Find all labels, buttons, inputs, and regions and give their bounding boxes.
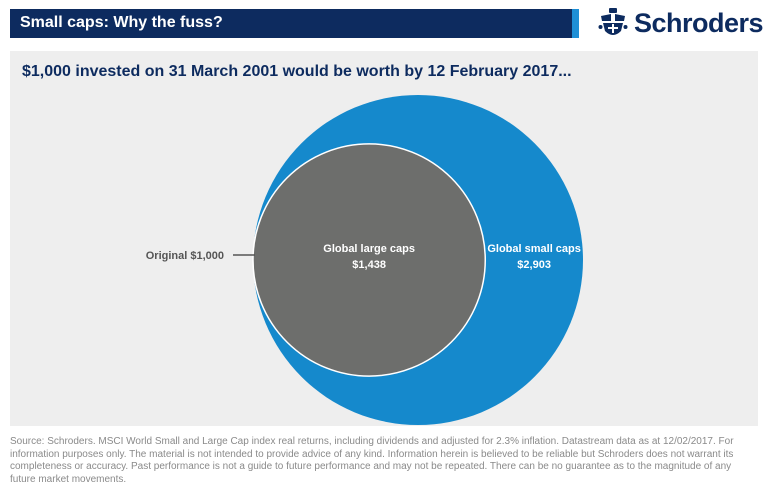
large-caps-bubble xyxy=(252,143,487,377)
crest-icon xyxy=(598,8,628,35)
brand-name: Schroders xyxy=(634,8,764,38)
page-title: Small caps: Why the fuss? xyxy=(20,14,223,31)
brand-logo: Schroders xyxy=(598,6,764,40)
header-bar xyxy=(10,9,572,38)
small-caps-value: $2,903 xyxy=(517,259,551,271)
original-value-label: Original $1,000 xyxy=(146,250,224,262)
source-note: Source: Schroders. MSCI World Small and … xyxy=(10,436,734,485)
large-caps-value: $1,438 xyxy=(352,259,386,271)
large-caps-label: Global large caps xyxy=(323,243,415,255)
small-caps-label: Global small caps xyxy=(487,243,581,255)
header-accent xyxy=(572,9,579,38)
chart-title: $1,000 invested on 31 March 2001 would b… xyxy=(22,63,572,80)
